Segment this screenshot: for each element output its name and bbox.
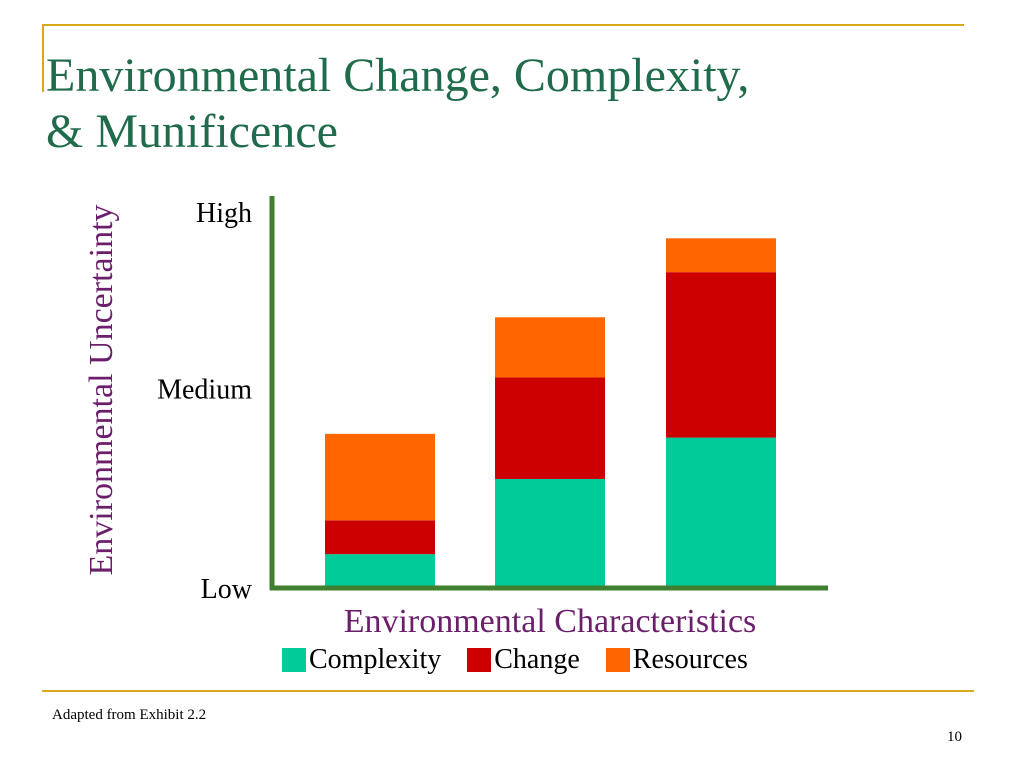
slide-title: Environmental Change, Complexity, & Muni… [46,48,749,160]
legend-item-complexity: Complexity [282,644,441,676]
bar-2-complexity [495,478,605,588]
source-note: Adapted from Exhibit 2.2 [52,707,207,723]
legend-swatch-resources [605,648,630,672]
legend-swatch-change [467,648,492,672]
bar-2-resources [495,317,605,378]
bars-group [325,238,776,588]
y-tick-labels: Low Medium High [157,198,253,605]
y-tick-low: Low [201,574,253,605]
frame-top-rule [42,24,964,26]
bar-3-change [666,272,776,438]
bar-1-resources [325,433,435,521]
footer-rule [42,690,974,692]
bar-2-change [495,377,605,479]
x-axis-label: Environmental Characteristics [344,603,757,640]
page-number: 10 [947,729,962,745]
legend-label-change: Change [494,644,580,675]
legend-label-complexity: Complexity [309,644,442,675]
y-tick-medium: Medium [157,375,252,406]
legend-label-resources: Resources [632,644,748,675]
bar-1-complexity [325,554,435,588]
legend-item-resources: Resources [605,644,748,676]
frame-left-rule [42,24,44,92]
chart-legend: Complexity Change Resources [282,644,748,676]
legend-item-change: Change [467,644,580,676]
title-line-2: & Munificence [46,105,338,158]
y-tick-high: High [196,198,252,229]
bar-3-resources [666,238,776,273]
legend-swatch-complexity [282,648,306,672]
bar-1-change [325,520,435,555]
y-axis-label: Environmental Uncertainty [83,204,120,575]
bar-3-complexity [666,437,776,588]
title-line-1: Environmental Change, Complexity, [46,49,750,102]
